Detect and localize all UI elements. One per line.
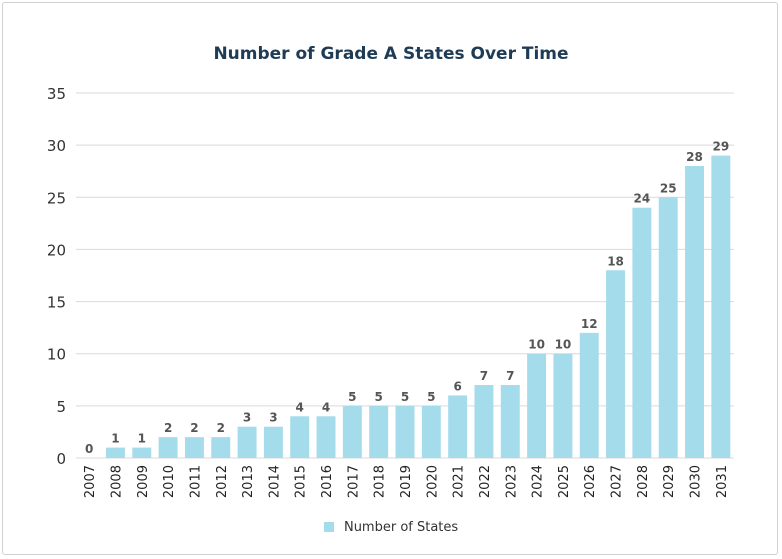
x-tick-label: 2031 [715, 465, 730, 498]
bar [237, 426, 257, 458]
x-tick-label: 2023 [504, 465, 519, 498]
x-tick-label: 2022 [478, 465, 493, 498]
x-tick-label: 2016 [320, 465, 335, 498]
x-tick-label: 2008 [109, 465, 124, 498]
y-tick-label: 25 [47, 189, 66, 207]
legend-label: Number of States [343, 520, 459, 535]
x-tick-label: 2007 [83, 465, 98, 498]
data-label: 5 [348, 390, 356, 404]
bar [448, 395, 468, 458]
y-tick-label: 10 [47, 346, 66, 364]
bar [474, 385, 494, 458]
data-label: 0 [85, 442, 93, 456]
bar [211, 437, 231, 458]
x-tick-label: 2012 [215, 465, 230, 498]
y-tick-label: 35 [47, 85, 66, 103]
x-tick-label: 2011 [188, 465, 203, 498]
bar [527, 353, 547, 458]
x-tick-label: 2030 [689, 465, 704, 498]
bar [658, 197, 678, 459]
y-tick-label: 5 [56, 398, 66, 416]
x-tick-label: 2014 [267, 465, 282, 498]
bar [685, 166, 704, 458]
x-tick-label: 2015 [294, 465, 309, 498]
x-tick-label: 2026 [583, 465, 598, 498]
data-label: 4 [322, 400, 330, 414]
bar [132, 447, 152, 458]
legend: Number of States [0, 520, 782, 535]
data-label: 3 [269, 411, 277, 425]
data-label: 5 [401, 390, 409, 404]
bar [106, 447, 125, 458]
data-label: 24 [634, 192, 651, 206]
bar [606, 270, 626, 458]
y-tick-label: 15 [47, 294, 66, 312]
data-label: 2 [217, 421, 225, 435]
data-label: 3 [243, 411, 251, 425]
x-tick-label: 2025 [557, 465, 572, 498]
data-label: 6 [453, 379, 461, 393]
data-label: 10 [555, 338, 572, 352]
y-tick-label: 0 [56, 450, 66, 468]
x-tick-label: 2019 [399, 465, 414, 498]
x-tick-label: 2010 [162, 465, 177, 498]
data-label: 1 [138, 432, 146, 446]
data-label: 5 [375, 390, 383, 404]
data-label: 5 [427, 390, 435, 404]
bar [290, 416, 310, 458]
bar [579, 332, 599, 458]
data-label: 7 [480, 369, 488, 383]
data-label: 29 [712, 140, 729, 154]
bar [342, 405, 362, 458]
x-tick-label: 2009 [136, 465, 151, 498]
x-tick-label: 2027 [610, 465, 625, 498]
data-label: 18 [607, 254, 624, 268]
x-tick-label: 2017 [346, 465, 361, 498]
data-label: 10 [528, 338, 545, 352]
bar [500, 385, 520, 458]
data-label: 12 [581, 317, 598, 331]
y-tick-label: 20 [47, 241, 66, 259]
x-tick-label: 2013 [241, 465, 256, 498]
data-label: 4 [296, 400, 304, 414]
x-tick-label: 2021 [452, 465, 467, 498]
chart-title: Number of Grade A States Over Time [213, 44, 569, 64]
data-label: 25 [660, 181, 677, 195]
data-label: 1 [111, 432, 119, 446]
bar [553, 353, 573, 458]
x-tick-label: 2020 [425, 465, 440, 498]
y-tick-label: 30 [47, 137, 66, 155]
bar [711, 155, 731, 459]
bar [421, 405, 441, 458]
bar [316, 416, 336, 458]
data-label: 28 [686, 150, 703, 164]
bar [632, 207, 652, 458]
x-tick-label: 2018 [373, 465, 388, 498]
legend-swatch [323, 522, 334, 532]
bar [369, 405, 389, 458]
x-tick-label: 2029 [662, 465, 677, 498]
data-label: 7 [506, 369, 514, 383]
bar [263, 426, 283, 458]
data-label: 2 [164, 421, 172, 435]
bar [395, 405, 415, 458]
data-label: 2 [190, 421, 198, 435]
bar [184, 437, 204, 458]
x-tick-label: 2024 [531, 465, 546, 498]
x-tick-label: 2028 [636, 465, 651, 498]
bar [158, 437, 178, 458]
